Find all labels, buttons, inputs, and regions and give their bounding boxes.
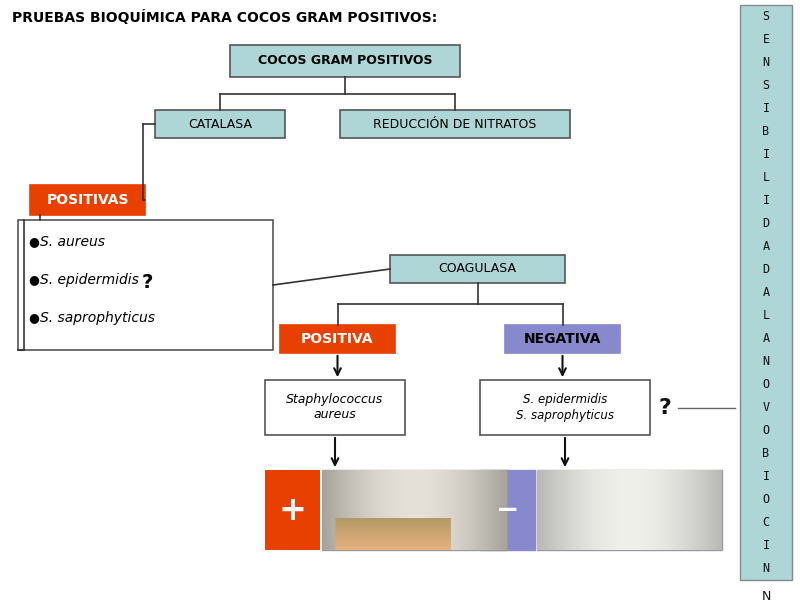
Text: A: A [762,286,770,299]
Bar [230,45,460,77]
Text: ?: ? [658,397,671,418]
Text: I: I [762,194,770,207]
Text: ●: ● [28,274,39,286]
Text: I: I [762,539,770,551]
Text: L: L [762,171,770,184]
Text: D: D [762,217,770,230]
Text: N: N [762,562,770,575]
Text: PRUEBAS BIOQUÍMICA PARA COCOS GRAM POSITIVOS:: PRUEBAS BIOQUÍMICA PARA COCOS GRAM POSIT… [12,10,438,25]
Text: NEGATIVA: NEGATIVA [524,332,601,346]
Text: S. saprophyticus: S. saprophyticus [40,311,155,325]
Text: B: B [762,125,770,138]
Text: C: C [762,515,770,529]
Bar [265,380,405,435]
Text: S. aureus: S. aureus [40,235,105,249]
Text: O: O [762,424,770,437]
Text: V: V [762,401,770,414]
Text: O: O [762,493,770,506]
Bar [505,325,620,353]
Text: S: S [762,10,770,23]
Text: ●: ● [28,311,39,325]
Text: A: A [762,332,770,345]
Text: N: N [762,590,770,600]
Text: −: − [496,496,519,524]
Text: L: L [762,309,770,322]
Bar [18,220,273,350]
Text: D: D [762,263,770,276]
Text: CATALASA: CATALASA [188,118,252,130]
Bar [340,110,570,138]
Bar [155,110,285,138]
Text: I: I [762,148,770,161]
Bar [30,185,145,215]
Text: ●: ● [28,235,39,248]
Bar [322,470,507,550]
Bar [740,5,792,580]
Text: POSITIVAS: POSITIVAS [46,193,129,207]
Text: +: + [278,493,306,527]
Text: POSITIVA: POSITIVA [302,332,374,346]
Text: I: I [762,470,770,482]
Bar [537,470,722,550]
Text: B: B [762,447,770,460]
Bar [265,470,320,550]
Text: Staphylococcus
aureus: Staphylococcus aureus [286,394,384,421]
Text: N: N [762,355,770,368]
Text: COCOS GRAM POSITIVOS: COCOS GRAM POSITIVOS [258,55,432,67]
Bar [390,255,565,283]
Text: S. epidermidis: S. epidermidis [40,273,139,287]
Text: I: I [762,103,770,115]
Text: S. epidermidis
S. saprophyticus: S. epidermidis S. saprophyticus [516,394,614,421]
Text: S: S [762,79,770,92]
Text: E: E [762,34,770,46]
Bar [480,380,650,435]
Bar [280,325,395,353]
Text: N: N [762,56,770,70]
Bar [480,470,535,550]
Text: REDUCCIÓN DE NITRATOS: REDUCCIÓN DE NITRATOS [374,118,537,130]
Text: COAGULASA: COAGULASA [438,263,517,275]
Text: ?: ? [142,274,154,292]
Text: A: A [762,240,770,253]
Text: O: O [762,378,770,391]
